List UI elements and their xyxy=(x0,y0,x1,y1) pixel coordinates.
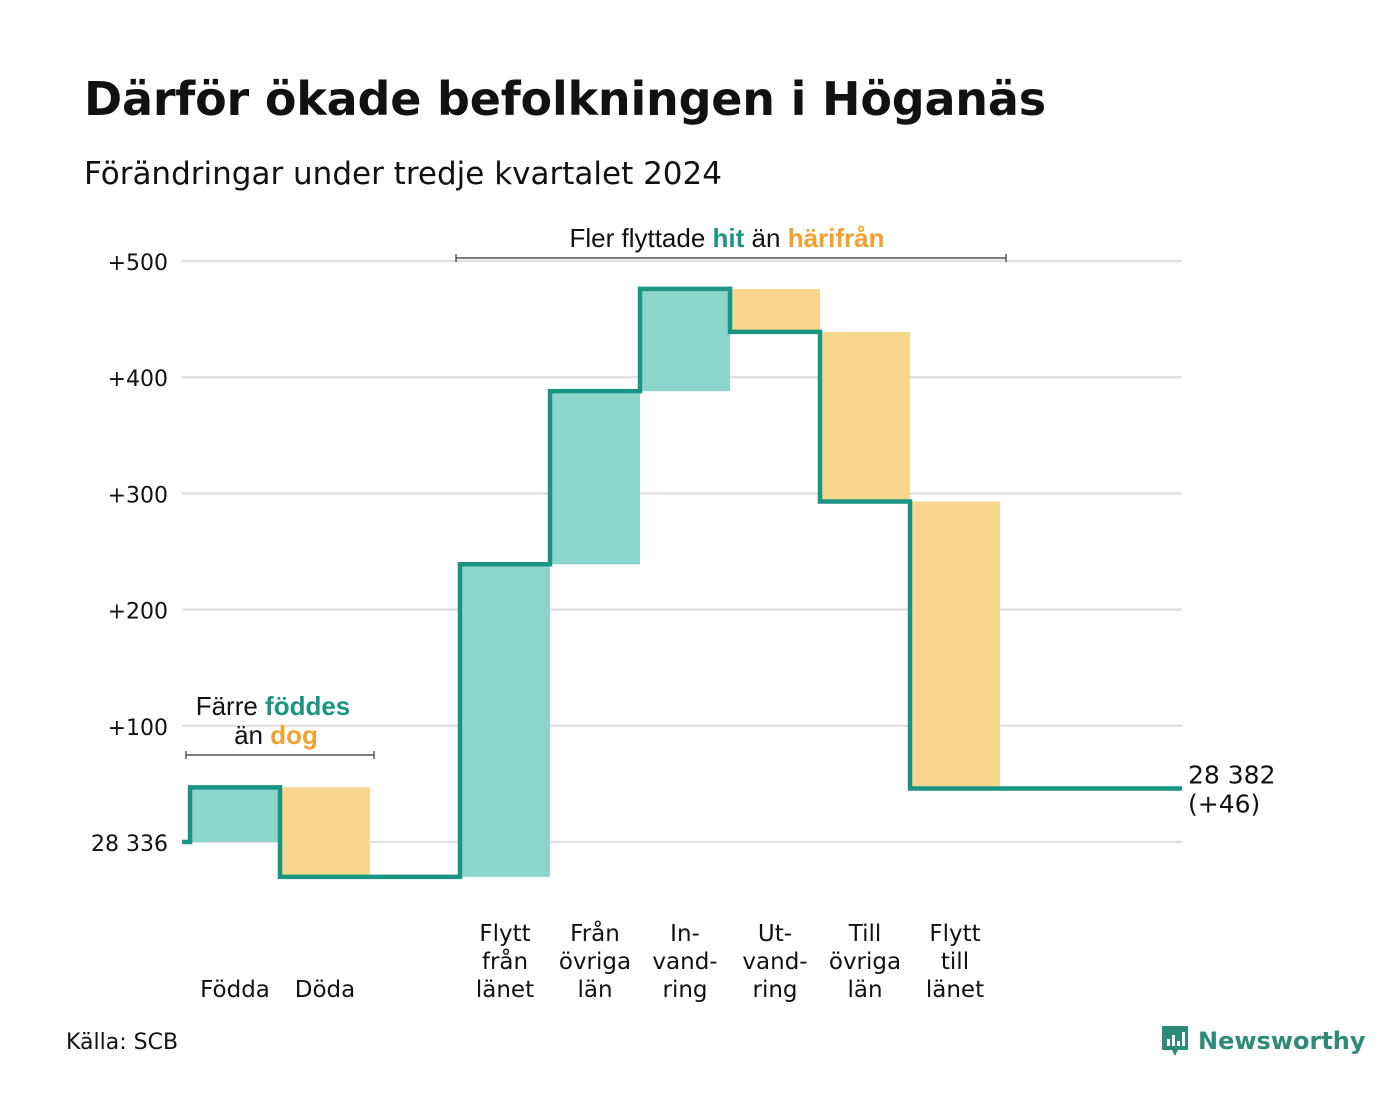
chart-subtitle: Förändringar under tredje kvartalet 2024 xyxy=(84,156,722,192)
y-tick-label: +300 xyxy=(108,483,168,508)
bar-increase xyxy=(190,787,280,842)
category-label: till xyxy=(941,949,969,975)
migration-annotation-part: Fler flyttade xyxy=(569,223,712,253)
category-label: vand- xyxy=(652,949,717,975)
category-label: Flytt xyxy=(479,921,530,947)
cumulative-line xyxy=(182,286,1182,880)
y-tick-label: +200 xyxy=(108,600,168,625)
y-tick-label: +100 xyxy=(108,716,168,741)
category-label: län xyxy=(577,977,612,1003)
category-label: övriga xyxy=(829,949,901,975)
category-label: länet xyxy=(476,977,534,1003)
bar-decrease xyxy=(280,787,370,877)
category-label: länet xyxy=(926,977,984,1003)
category-label: Flytt xyxy=(929,921,980,947)
y-tick-label: 28 336 xyxy=(91,832,168,857)
category-label: Födda xyxy=(200,977,270,1003)
newsworthy-icon xyxy=(1162,1026,1188,1056)
category-label: Till xyxy=(848,921,882,947)
natural-annotation-line1: Färre föddes xyxy=(196,691,351,721)
source-note: Källa: SCB xyxy=(66,1030,179,1055)
end-value-label: 28 382 xyxy=(1188,761,1275,790)
y-tick-label: +400 xyxy=(108,367,168,392)
waterfall-chart: 28 336 +100 +200 +300 +400 +500 Födda Döda Flytt… xyxy=(91,223,1275,1003)
category-label: vand- xyxy=(742,949,807,975)
bar-increase xyxy=(460,564,550,877)
migration-annotation-part: hit xyxy=(713,223,745,253)
natural-annotation-line1-part: föddes xyxy=(265,691,350,721)
category-label: län xyxy=(847,977,882,1003)
category-label: Döda xyxy=(295,977,355,1003)
natural-annotation-line2: än dog xyxy=(234,720,318,750)
category-label: Från xyxy=(570,919,620,947)
bars xyxy=(190,288,1000,877)
bar-decrease xyxy=(910,501,1000,789)
natural-annotation-line1-part: Färre xyxy=(196,691,265,721)
y-tick-label: +500 xyxy=(108,251,168,276)
bar-decrease xyxy=(820,331,910,502)
bar-increase xyxy=(640,288,730,392)
labels: 28 336 +100 +200 +300 +400 +500 Födda Döda Flytt… xyxy=(91,251,1275,1003)
chart-title: Därför ökade befolkningen i Höganäs xyxy=(84,72,1046,126)
category-label: övriga xyxy=(559,949,631,975)
migration-annotation-part: härifrån xyxy=(788,223,885,253)
category-label: från xyxy=(482,947,528,975)
natural-annotation-line2-part: än xyxy=(234,720,270,750)
category-label: ring xyxy=(752,977,797,1003)
brand-name: Newsworthy xyxy=(1198,1027,1366,1055)
category-label: Ut- xyxy=(758,921,792,947)
migration-annotation: Fler flyttade hit än härifrån xyxy=(569,223,884,253)
category-label: In- xyxy=(670,921,700,947)
step-line xyxy=(182,286,1182,880)
bar-decrease xyxy=(730,288,820,332)
brand-logo[interactable]: Newsworthy xyxy=(1160,1024,1366,1058)
category-label: ring xyxy=(662,977,707,1003)
end-change-label: (+46) xyxy=(1188,790,1260,819)
migration-annotation-part: än xyxy=(744,223,787,253)
bar-increase xyxy=(550,391,640,565)
natural-annotation-line2-part: dog xyxy=(270,720,318,750)
